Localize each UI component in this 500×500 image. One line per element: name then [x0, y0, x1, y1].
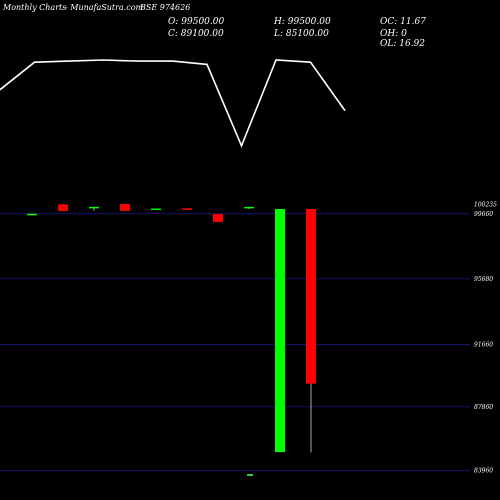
candle-body-up	[275, 209, 285, 453]
chart-source-label: - MunafaSutra.com	[65, 3, 144, 12]
ol-value: OL: 16.92	[380, 39, 426, 49]
y-tick-label: 87860	[474, 404, 493, 411]
y-tick-label: 91660	[474, 342, 493, 349]
candle-body-up	[27, 213, 37, 216]
y-axis-ticks: 100235 99660 95680 91660 87860 83960	[474, 201, 497, 474]
high-value: H: 99500.00	[274, 17, 331, 27]
candle	[27, 213, 37, 216]
y-tick-label: 100235	[474, 201, 497, 208]
gridlines	[0, 213, 470, 472]
candle-body-down	[182, 208, 192, 210]
candle	[182, 208, 192, 210]
candles	[27, 204, 316, 453]
candle	[89, 206, 99, 211]
candle-body-down	[58, 204, 68, 211]
y-tick-label: 95680	[474, 276, 493, 283]
low-value: L: 85100.00	[274, 29, 329, 39]
candle	[151, 208, 161, 211]
candle	[244, 206, 254, 209]
candle-body-up	[89, 206, 99, 209]
bottom-volume-tick	[247, 474, 253, 476]
candle-body-up	[244, 206, 254, 209]
chart-period-label: Monthly Charts	[3, 3, 67, 12]
open-value: O: 99500.00	[168, 17, 225, 27]
candle-body-down	[120, 204, 130, 211]
candle	[58, 204, 68, 211]
oh-value: OH: 0	[380, 29, 407, 39]
candle	[275, 209, 285, 453]
candle	[306, 209, 316, 453]
candle-body-up	[151, 208, 161, 211]
chart-symbol-label: BSE 974626	[140, 3, 191, 12]
candle	[120, 204, 130, 211]
y-tick-label: 83960	[474, 468, 493, 475]
close-value: C: 89100.00	[168, 29, 224, 39]
oc-value: OC: 11.67	[380, 17, 426, 27]
candle-body-down	[306, 209, 316, 384]
candle	[213, 214, 223, 222]
candle-body-down	[213, 214, 223, 222]
upper-indicator-line	[0, 59, 346, 148]
y-tick-label: 99660	[474, 211, 493, 218]
